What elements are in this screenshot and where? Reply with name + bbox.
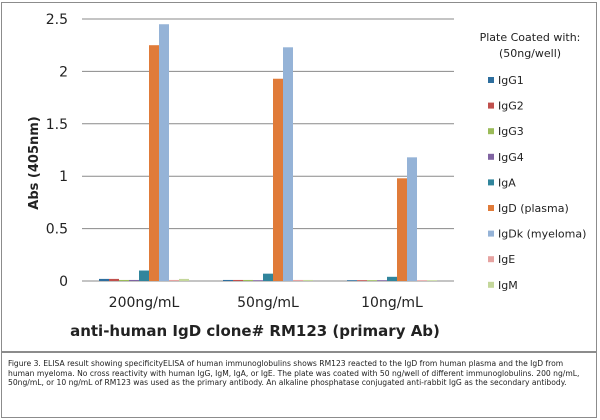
legend-label: IgG2	[498, 100, 524, 113]
legend-swatch	[488, 179, 494, 186]
bars	[99, 24, 437, 282]
bar	[427, 280, 437, 281]
bar	[119, 279, 129, 281]
legend-title-line2: (50ng/well)	[499, 47, 561, 60]
bar	[159, 24, 169, 282]
bar	[109, 278, 119, 281]
bar	[169, 279, 179, 281]
legend-label: IgG1	[498, 74, 524, 87]
bar	[377, 280, 387, 281]
legend-swatch	[488, 102, 494, 109]
bar	[129, 279, 139, 281]
bar	[223, 279, 233, 281]
legend-label: IgG4	[498, 151, 524, 164]
y-tick-label: 1	[59, 169, 68, 185]
legend-swatch	[488, 230, 494, 237]
bar	[253, 280, 263, 281]
y-tick-label: 0	[59, 274, 68, 290]
legend-swatch	[488, 256, 494, 263]
bar	[347, 280, 357, 281]
bar	[397, 178, 407, 281]
bar	[179, 278, 189, 281]
y-tick-labels: 0 0.5 1 1.5 2 2.5	[46, 12, 68, 290]
legend-label: IgA	[498, 176, 516, 189]
bar	[139, 270, 149, 281]
legend-label: IgD (plasma)	[498, 202, 569, 215]
bar	[303, 279, 313, 281]
bar	[407, 157, 417, 281]
x-category-label: 200ng/mL	[109, 295, 180, 311]
bar	[149, 45, 159, 282]
legend-swatch	[488, 77, 494, 83]
legend-label: IgDk (myeloma)	[498, 228, 586, 241]
chart-panel: 0 0.5 1 1.5 2 2.5 200ng/mL 50ng/mL 10ng/mL Abs …	[1, 2, 597, 352]
legend-label: IgG3	[498, 125, 524, 138]
legend: Plate Coated with: (50ng/well) IgG1IgG2I…	[480, 31, 587, 292]
legend-swatch	[488, 128, 494, 135]
legend-label: IgM	[498, 279, 518, 292]
elisa-bar-chart: 0 0.5 1 1.5 2 2.5 200ng/mL 50ng/mL 10ng/mL Abs …	[27, 12, 587, 340]
legend-swatch	[488, 153, 494, 160]
bar	[263, 273, 273, 281]
caption-panel: Figure 3. ELISA result showing specifici…	[1, 352, 597, 418]
x-category-label: 50ng/mL	[237, 295, 299, 311]
bar	[367, 280, 377, 281]
bar	[243, 279, 253, 281]
y-axis-title: Abs (405nm)	[27, 116, 42, 209]
bar	[293, 279, 303, 281]
x-category-label: 10ng/mL	[361, 295, 423, 311]
y-tick-label: 0.5	[46, 222, 68, 238]
bar	[283, 47, 293, 281]
legend-label: IgE	[498, 253, 515, 266]
x-axis-title: anti-human IgD clone# RM123 (primary Ab)	[70, 322, 440, 340]
bar	[357, 280, 367, 281]
bar	[387, 276, 397, 281]
bar	[273, 78, 283, 282]
bar	[99, 278, 109, 281]
legend-title-line1: Plate Coated with:	[480, 31, 581, 44]
legend-items: IgG1 IgG2 IgG3 IgG4 IgA IgD (plasma) IgDk (mye…	[488, 74, 586, 292]
x-category-labels: 200ng/mL 50ng/mL 10ng/mL	[109, 295, 423, 311]
y-tick-label: 2.5	[46, 12, 68, 28]
y-tick-label: 1.5	[46, 117, 68, 133]
bar	[233, 279, 243, 281]
figure-caption: Figure 3. ELISA result showing specifici…	[8, 359, 580, 387]
y-tick-label: 2	[59, 64, 68, 80]
legend-swatch	[488, 281, 494, 288]
bar	[417, 280, 427, 281]
legend-swatch	[488, 205, 494, 211]
